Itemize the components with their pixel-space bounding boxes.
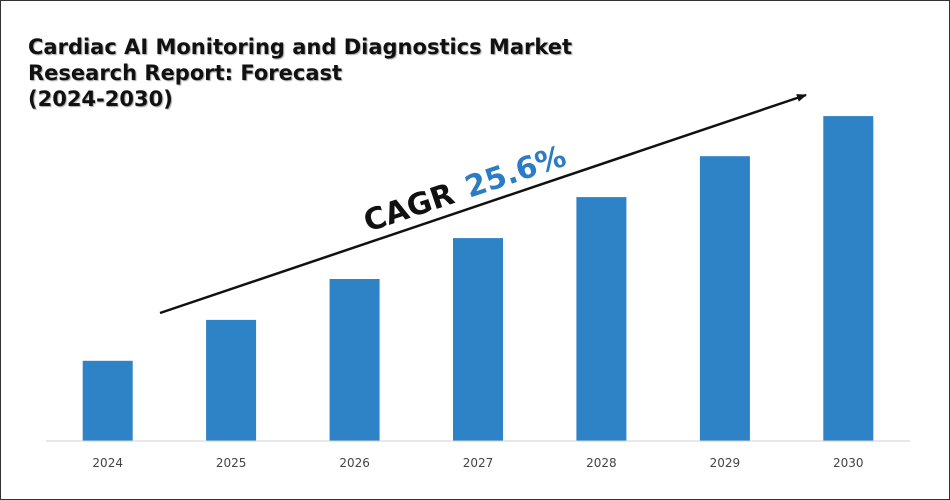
- x-axis-ticks: 2024 2025 2026 2027 2028 2029 2030: [92, 456, 863, 470]
- x-tick-label-2026: 2026: [339, 456, 370, 470]
- x-tick-label-2029: 2029: [710, 456, 741, 470]
- bar-2027: [453, 238, 503, 441]
- chart-title-line-1: Cardiac AI Monitoring and Diagnostics Ma…: [28, 35, 573, 59]
- x-tick-label-2030: 2030: [833, 456, 864, 470]
- chart-title: Cardiac AI Monitoring and Diagnostics Ma…: [28, 34, 628, 112]
- cagr-trend-arrow: [159, 93, 807, 315]
- x-tick-label-2027: 2027: [463, 456, 494, 470]
- cagr-value: 25.6%: [461, 139, 571, 205]
- x-tick-label-2025: 2025: [216, 456, 247, 470]
- bar-2026: [329, 279, 380, 441]
- chart-title-line-2: Research Report: Forecast: [28, 61, 343, 85]
- x-tick-label-2028: 2028: [586, 456, 617, 470]
- bar-2028: [576, 197, 627, 441]
- bar-2030: [823, 116, 874, 441]
- bar-2024: [82, 360, 133, 441]
- bar-2029: [699, 156, 750, 441]
- bar-2025: [206, 319, 257, 441]
- x-tick-label-2024: 2024: [92, 456, 123, 470]
- bar-series: [82, 116, 874, 441]
- cagr-annotation: CAGR 25.6%: [359, 139, 570, 239]
- chart-title-line-3: (2024-2030): [28, 87, 173, 111]
